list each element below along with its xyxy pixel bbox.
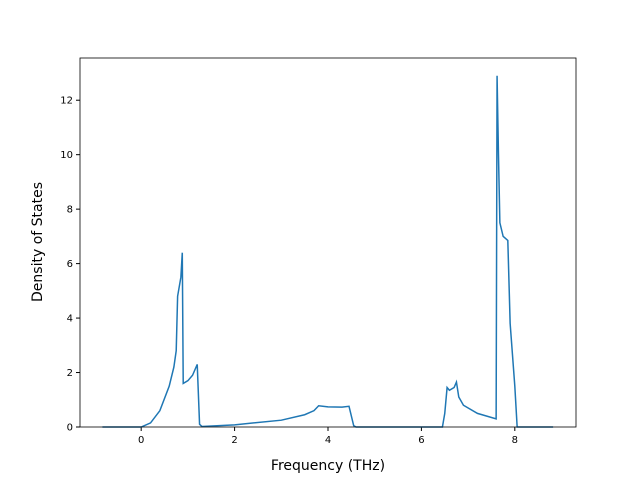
x-tick-label: 6 bbox=[418, 435, 424, 446]
y-tick-label: 12 bbox=[60, 96, 73, 107]
x-tick-label: 0 bbox=[138, 435, 144, 446]
y-tick-label: 0 bbox=[67, 423, 73, 434]
y-tick-label: 8 bbox=[67, 205, 73, 216]
y-tick-label: 4 bbox=[67, 314, 73, 325]
plot-frame bbox=[79, 57, 577, 428]
y-axis-label: Density of States bbox=[30, 182, 46, 302]
y-tick-label: 6 bbox=[67, 259, 73, 270]
x-tick-label: 8 bbox=[512, 435, 518, 446]
x-tick-label: 4 bbox=[325, 435, 331, 446]
x-tick-label: 2 bbox=[231, 435, 237, 446]
y-tick-label: 10 bbox=[60, 150, 73, 161]
x-axis-label: Frequency (THz) bbox=[271, 458, 385, 474]
line-series bbox=[102, 75, 554, 428]
y-tick-label: 2 bbox=[67, 368, 73, 379]
